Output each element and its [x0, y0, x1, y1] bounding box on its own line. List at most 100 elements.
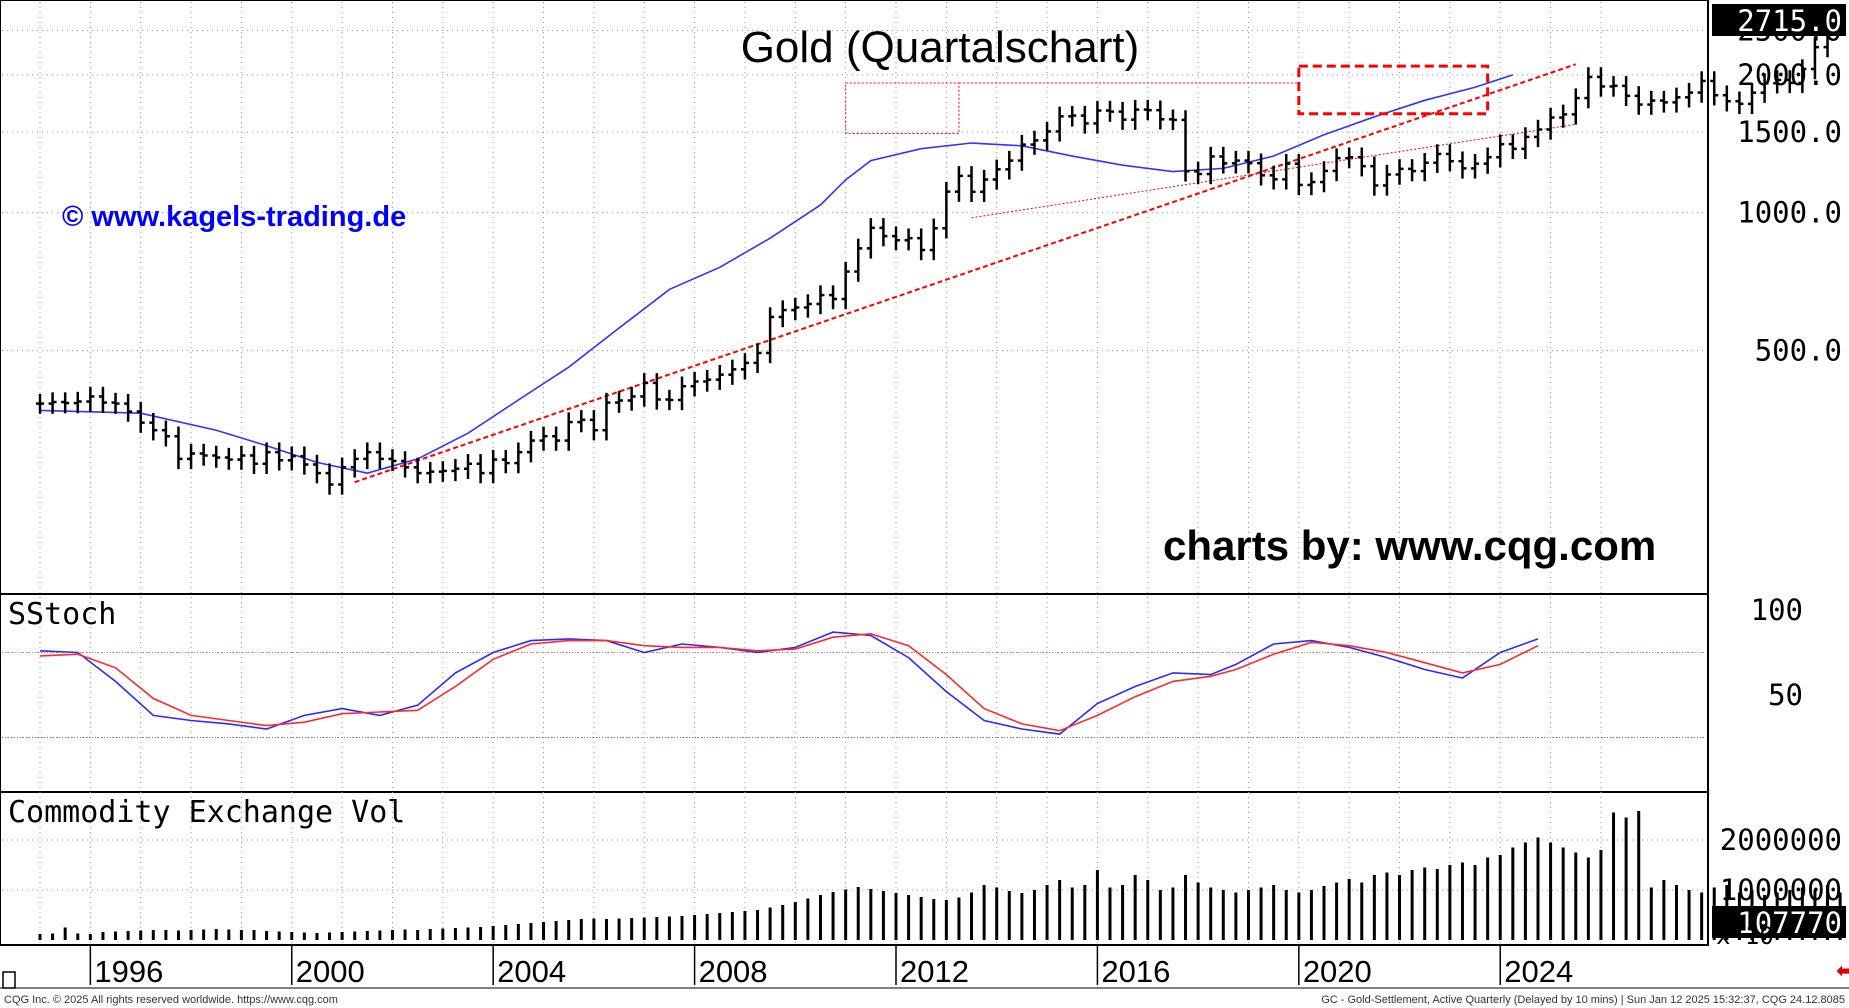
- price-bar: [1496, 134, 1505, 168]
- scroll-left-arrow-icon[interactable]: ⬅: [1836, 959, 1849, 984]
- x-axis-tick-label: 2024: [1504, 954, 1573, 989]
- price-bar: [1055, 106, 1064, 142]
- price-bar: [1433, 144, 1442, 173]
- last-volume-box: [1712, 906, 1846, 938]
- price-bar: [1345, 147, 1354, 169]
- price-bar: [426, 461, 435, 484]
- price-bar: [451, 459, 460, 482]
- price-axis-tick-label: 2000.0: [1737, 58, 1842, 92]
- price-bar: [1244, 150, 1253, 174]
- chart-title: Gold (Quartalschart): [741, 23, 1140, 72]
- price-bar: [1445, 144, 1454, 172]
- x-axis-tick-label: 2000: [296, 954, 365, 989]
- price-bar: [678, 376, 686, 411]
- price-bar: [1118, 101, 1127, 130]
- last-volume-label: 107770: [1737, 906, 1842, 940]
- price-bar: [929, 218, 938, 261]
- price-bar: [1257, 153, 1266, 186]
- price-bar: [1785, 70, 1794, 94]
- price-bar: [438, 461, 447, 482]
- price-bar: [98, 386, 107, 413]
- footer-left: CQG Inc. © 2025 All rights reserved worl…: [4, 994, 338, 1006]
- price-bar: [1773, 70, 1782, 94]
- price-bar: [892, 226, 900, 251]
- price-bar: [652, 373, 661, 410]
- price-bar: [715, 364, 724, 390]
- price-bar: [413, 457, 422, 484]
- price-bar: [1760, 73, 1769, 103]
- x-axis-tick-label: 2004: [497, 954, 566, 989]
- x-axis-tick-label: 1996: [94, 954, 163, 989]
- price-bar: [464, 454, 472, 479]
- price-bar: [552, 426, 561, 451]
- price-bar: [1168, 109, 1177, 131]
- price-bar: [476, 454, 485, 484]
- price-bar: [224, 447, 233, 470]
- consolidation-box-2020: [1297, 64, 1490, 116]
- price-bar: [174, 426, 183, 470]
- price-bar: [363, 442, 372, 470]
- stoch-line-k: [39, 631, 1539, 735]
- price-bar: [237, 445, 246, 470]
- price-bar: [992, 159, 1001, 190]
- x-axis-tick-label: 2020: [1303, 954, 1372, 989]
- price-bars: [36, 4, 1845, 495]
- price-bar: [388, 449, 397, 472]
- price-bar: [1269, 165, 1278, 190]
- price-bar: [1748, 82, 1756, 115]
- price-bar: [1697, 71, 1706, 103]
- price-bar: [1810, 37, 1819, 80]
- price-bar: [1181, 110, 1190, 182]
- price-bar: [199, 443, 208, 466]
- price-bar: [791, 297, 800, 321]
- price-bar: [1458, 151, 1467, 179]
- price-bar: [1534, 119, 1542, 148]
- stoch-axis-tick-label: 50: [1768, 678, 1803, 712]
- moving-average-line: [39, 74, 1514, 474]
- price-bar: [375, 442, 384, 470]
- price-bar: [539, 426, 548, 451]
- price-bar: [627, 386, 636, 411]
- price-bar: [1622, 76, 1631, 107]
- price-bar: [1357, 147, 1366, 177]
- stoch-lines: [2, 631, 1706, 738]
- price-bar: [1609, 76, 1618, 97]
- x-axis-tick-label: 2008: [699, 954, 768, 989]
- price-bar: [728, 359, 737, 385]
- price-bar: [866, 218, 875, 259]
- price-bar: [149, 412, 158, 441]
- price-bar: [816, 285, 825, 315]
- price-bar: [841, 261, 850, 310]
- price-bar: [1672, 87, 1681, 113]
- price-bar: [577, 410, 586, 433]
- price-bar: [48, 392, 57, 414]
- price-bar: [665, 389, 674, 411]
- watermark: © www.kagels-trading.de: [62, 201, 406, 233]
- price-bar: [111, 392, 120, 414]
- corner-box: [2, 971, 16, 989]
- price-bar: [917, 228, 926, 261]
- price-bar: [1307, 172, 1316, 196]
- footer-right: GC - Gold-Settlement, Active Quarterly (…: [1321, 994, 1845, 1006]
- price-bar: [1408, 159, 1417, 182]
- price-bar: [1559, 104, 1568, 128]
- price-bar: [954, 166, 963, 202]
- price-bar: [1508, 134, 1517, 160]
- price-bar: [1080, 105, 1089, 134]
- price-bar: [1395, 159, 1404, 185]
- price-bar: [161, 420, 170, 447]
- price-bar: [1483, 147, 1492, 174]
- price-bar: [526, 430, 535, 463]
- price-bar: [1710, 71, 1719, 106]
- price-bar: [1521, 127, 1530, 160]
- stoch-line-d: [39, 632, 1539, 732]
- long-term-support-trendline: [354, 63, 1577, 484]
- price-bar: [61, 392, 70, 414]
- price-bar: [1106, 100, 1114, 122]
- price-bar: [312, 454, 321, 484]
- price-bar: [1017, 134, 1026, 171]
- x-axis-tick-label: 2016: [1101, 954, 1170, 989]
- price-bar: [1634, 86, 1643, 115]
- price-bar: [740, 353, 749, 380]
